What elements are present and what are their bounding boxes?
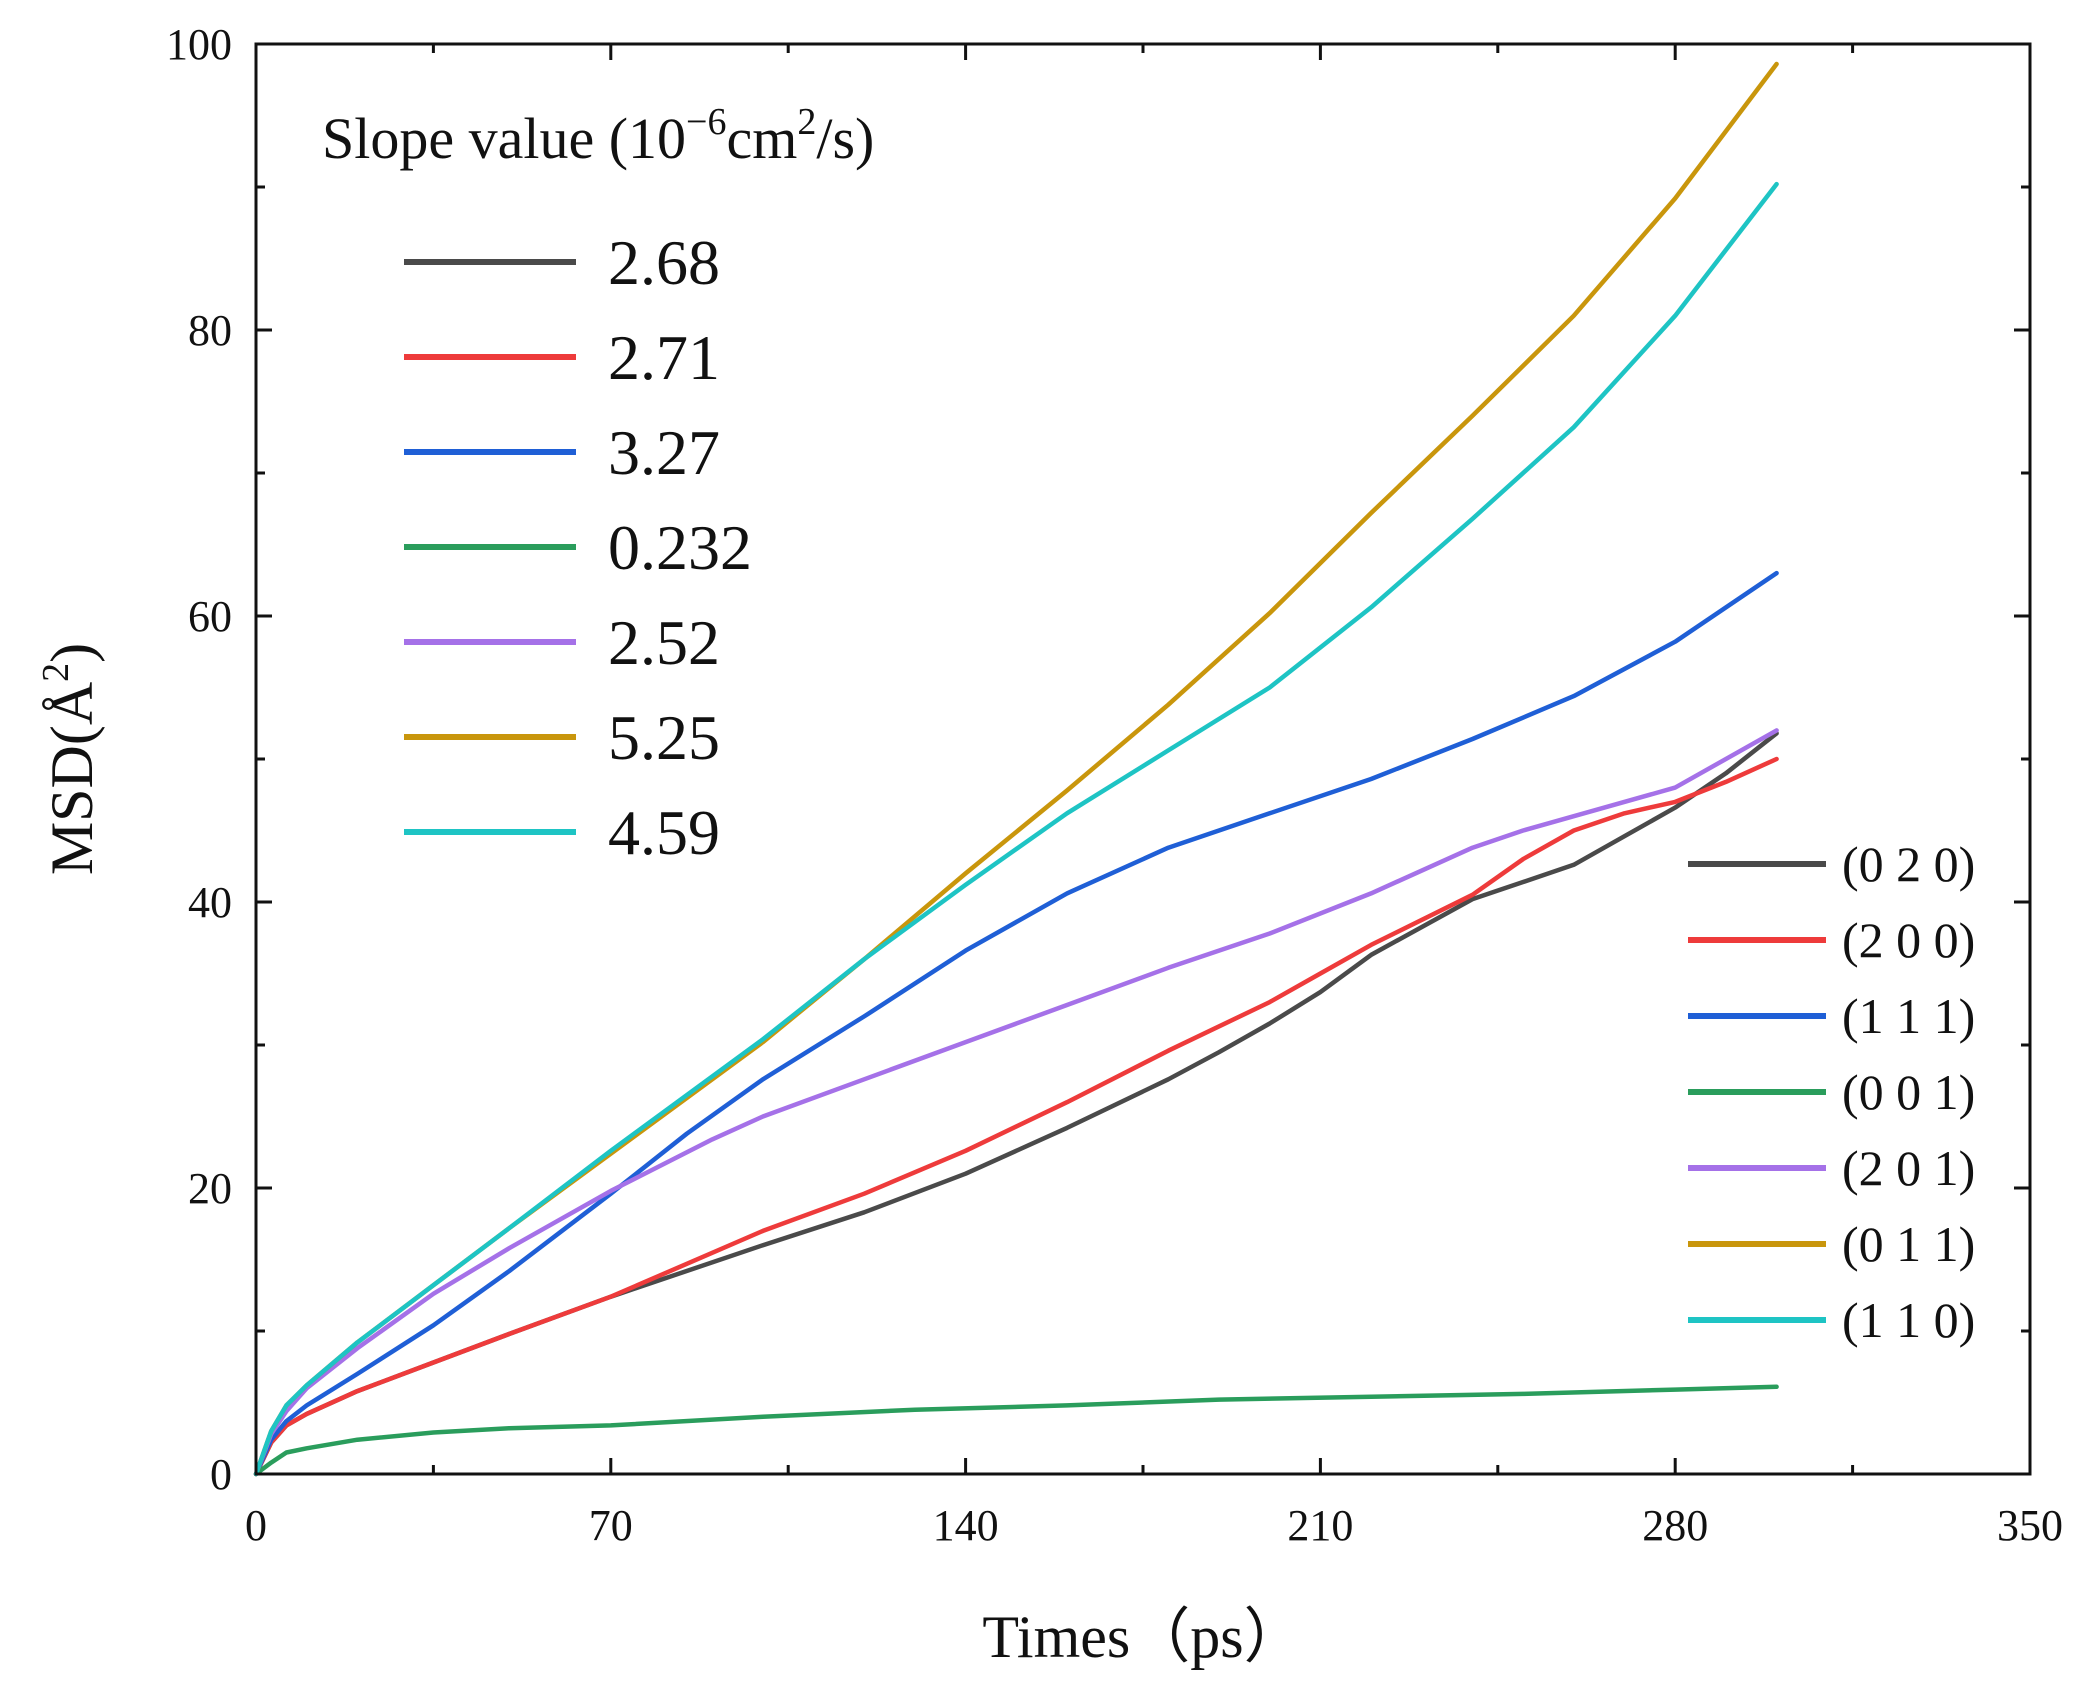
series-line-4 (253, 728, 1779, 1477)
plane-legend: (0 2 0) (2 0 0) (1 1 1) (0 0 1) (2 0 1) (0 1 … (1688, 836, 1975, 1348)
y-axis-title: MSD(Å2) (35, 643, 105, 875)
series-line-2 (253, 570, 1779, 1477)
slope-legend-label: 2.71 (608, 322, 720, 393)
slope-title-exp2: 2 (797, 101, 816, 143)
series-line-6 (253, 181, 1779, 1477)
x-axis-title: Times（ps） (982, 1604, 1303, 1670)
slope-title-prefix: Slope value (10 (322, 106, 686, 171)
y-tick-label: 60 (188, 592, 232, 641)
slope-legend: 2.68 2.71 3.27 0.232 2.52 5.25 4.59 (404, 227, 752, 868)
slope-title-mid: cm (726, 106, 797, 171)
y-tick-label: 80 (188, 306, 232, 355)
tick-layer: 0 70 140 210 280 350 0 20 40 60 80 100 (166, 20, 2063, 1550)
plane-legend-label: (2 0 0) (1842, 912, 1975, 968)
y-axis-title-sup: 2 (35, 663, 77, 682)
y-tick-label: 0 (210, 1450, 232, 1499)
plane-legend-label: (1 1 1) (1842, 988, 1975, 1044)
slope-legend-label: 4.59 (608, 797, 720, 868)
slope-legend-label: 2.52 (608, 607, 720, 678)
slope-title-suffix: /s) (816, 106, 874, 171)
x-tick-label: 350 (1997, 1501, 2063, 1550)
slope-legend-title: Slope value (10−6cm2/s) (322, 101, 874, 171)
y-axis-title-main: MSD(Å (39, 682, 105, 875)
x-tick-label: 0 (245, 1501, 267, 1550)
slope-legend-label: 2.68 (608, 227, 720, 298)
plane-legend-label: (0 1 1) (1842, 1216, 1975, 1272)
plane-legend-label: (0 2 0) (1842, 836, 1975, 892)
slope-legend-label: 5.25 (608, 702, 720, 773)
x-tick-label: 70 (589, 1501, 633, 1550)
x-tick-label: 280 (1642, 1501, 1708, 1550)
y-tick-label: 20 (188, 1164, 232, 1213)
x-tick-label: 140 (933, 1501, 999, 1550)
series-line-1 (253, 756, 1779, 1477)
plane-legend-label: (2 0 1) (1842, 1140, 1975, 1196)
x-tick-label: 210 (1287, 1501, 1353, 1550)
plane-legend-label: (1 1 0) (1842, 1292, 1975, 1348)
y-tick-label: 100 (166, 20, 232, 69)
slope-legend-label: 3.27 (608, 417, 720, 488)
series-line-3 (253, 1384, 1779, 1477)
y-axis-title-close: ) (39, 643, 105, 663)
slope-legend-label: 0.232 (608, 512, 752, 583)
slope-title-exp: −6 (686, 101, 726, 143)
plane-legend-label: (0 0 1) (1842, 1064, 1975, 1120)
y-tick-label: 40 (188, 878, 232, 927)
series-layer (253, 61, 1779, 1477)
